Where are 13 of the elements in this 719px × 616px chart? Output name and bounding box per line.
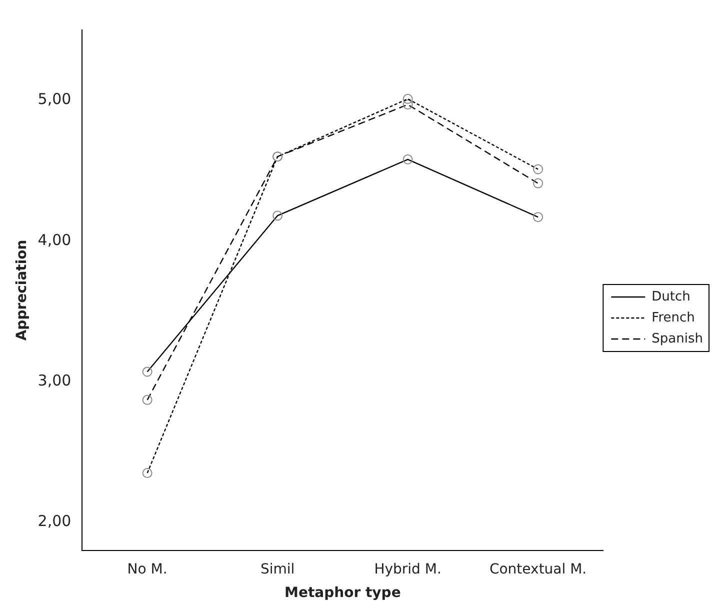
x-tick-label: No M. <box>127 561 168 578</box>
y-tick-label: 4,00 <box>38 230 72 249</box>
x-tick-label: Simil <box>260 561 295 578</box>
y-tick-label: 5,00 <box>38 90 72 108</box>
legend-label: French <box>652 310 695 326</box>
legend-label: Dutch <box>652 289 690 304</box>
x-tick-label: Hybrid M. <box>374 561 442 578</box>
y-tick-label: 2,00 <box>38 512 72 530</box>
legend-label: Spanish <box>652 331 704 346</box>
x-tick-label: Contextual M. <box>489 561 587 578</box>
x-axis-title: Metaphor type <box>284 585 401 602</box>
y-axis-title: Appreciation <box>14 240 30 341</box>
y-tick-label: 3,00 <box>38 372 72 390</box>
